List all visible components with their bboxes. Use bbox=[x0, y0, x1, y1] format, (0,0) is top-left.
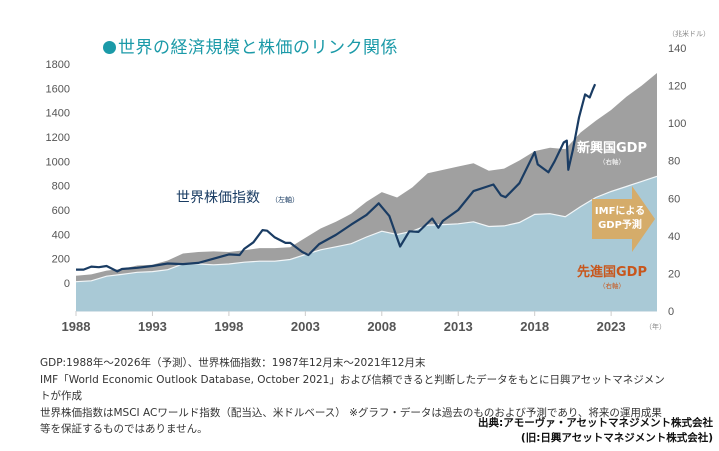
left-axis: 0 200 400 600 800 1000 1200 1400 1600 1800 bbox=[46, 59, 70, 290]
advanced-gdp-label: 先進国GDP bbox=[577, 264, 647, 280]
left-axis-tick-label: 1400 bbox=[46, 108, 70, 120]
right-axis-tick-label: 100 bbox=[668, 118, 686, 130]
right-axis-tick-label: 0 bbox=[668, 306, 674, 318]
left-axis-tick-label: 1600 bbox=[46, 83, 70, 95]
footnote-line: 等を保証するものではありません。 bbox=[40, 423, 208, 435]
emerging-gdp-axis-note: （右軸） bbox=[599, 157, 625, 166]
left-axis-tick-label: 0 bbox=[64, 278, 70, 290]
forecast-label-line1: IMFによる bbox=[595, 205, 645, 217]
x-axis-tick-label: 1998 bbox=[214, 319, 243, 334]
footnote-line: IMF「World Economic Outlook Database, Oct… bbox=[40, 373, 665, 386]
forecast-arrow-shape bbox=[592, 186, 655, 252]
right-axis-tick-label: 40 bbox=[668, 231, 680, 243]
stock-line-group bbox=[75, 83, 597, 273]
x-axis-tick-label: 2008 bbox=[367, 319, 396, 334]
right-axis-tick-label: 140 bbox=[668, 43, 686, 55]
x-axis-tick-label: 1993 bbox=[138, 319, 167, 334]
x-axis-tick-label: 1988 bbox=[62, 319, 91, 334]
title-bullet-icon bbox=[103, 41, 116, 54]
footnotes: GDP:1988年～2026年（予測）、世界株価指数：1987年12月末～202… bbox=[40, 355, 719, 438]
x-axis-unit-label: （年） bbox=[645, 322, 666, 331]
source-line: (旧:日興アセットマネジメント株式会社) bbox=[520, 432, 713, 444]
footnote-line: トが作成 bbox=[40, 390, 82, 402]
footnote-line: GDP:1988年～2026年（予測）、世界株価指数：1987年12月末～202… bbox=[40, 357, 426, 369]
right-axis-tick-label: 20 bbox=[668, 268, 680, 280]
right-axis-tick-label: 60 bbox=[668, 193, 680, 205]
x-axis: 1988 1993 1998 2003 2008 2013 2018 2023 （年） bbox=[62, 311, 666, 334]
chart-title: 世界の経済規模と株価のリンク関係 bbox=[103, 33, 398, 58]
x-axis-tick-label: 2018 bbox=[520, 319, 549, 334]
left-axis-tick-label: 1800 bbox=[46, 59, 70, 71]
source-credit: 出典:アモーヴァ・アセットマネジメント株式会社 (旧:日興アセットマネジメント株… bbox=[478, 416, 713, 446]
advanced-gdp-area bbox=[76, 176, 657, 311]
series-labels: 世界株価指数 （左軸）新興国GDP（右軸）先進国GDP（右軸）IMFによるGDP予… bbox=[176, 140, 647, 290]
forecast-arrow-group bbox=[592, 186, 655, 252]
forecast-label-line2: GDP予測 bbox=[598, 218, 642, 231]
right-axis-tick-label: 80 bbox=[668, 156, 680, 168]
advanced-gdp-boundary bbox=[75, 175, 658, 283]
x-axis-tick-label: 2013 bbox=[444, 319, 473, 334]
stock-index-axis-note: （左軸） bbox=[271, 195, 299, 204]
source-line: 出典:アモーヴァ・アセットマネジメント株式会社 bbox=[478, 417, 713, 429]
gdp-areas bbox=[75, 73, 658, 311]
emerging-gdp-label: 新興国GDP bbox=[577, 140, 647, 156]
x-axis-tick-label: 2003 bbox=[291, 319, 320, 334]
left-axis-tick-label: 200 bbox=[52, 254, 70, 266]
right-axis: （兆米ドル） 0 20 40 60 80 100 120 140 bbox=[668, 29, 710, 318]
x-axis-tick-label: 2023 bbox=[597, 319, 626, 334]
footnote-line: 世界株価指数はMSCI ACワールド指数（配当込、米ドルベース） ※グラフ・デー… bbox=[40, 406, 662, 419]
left-axis-tick-label: 400 bbox=[52, 229, 70, 241]
left-axis-tick-label: 600 bbox=[52, 205, 70, 217]
stock-index-label: 世界株価指数 bbox=[176, 190, 260, 206]
advanced-gdp-axis-note: （右軸） bbox=[599, 281, 625, 290]
left-axis-tick-label: 1200 bbox=[46, 132, 70, 144]
right-axis-unit-label: （兆米ドル） bbox=[668, 29, 710, 38]
left-axis-tick-label: 800 bbox=[52, 181, 70, 193]
left-axis-tick-label: 1000 bbox=[46, 156, 70, 168]
chart-title-text: 世界の経済規模と株価のリンク関係 bbox=[118, 38, 398, 58]
right-axis-tick-label: 120 bbox=[668, 81, 686, 93]
